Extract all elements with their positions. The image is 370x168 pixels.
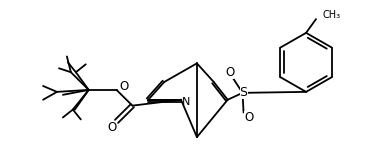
Text: O: O bbox=[244, 111, 253, 124]
Text: S: S bbox=[239, 86, 248, 99]
Text: O: O bbox=[107, 121, 116, 134]
Text: N: N bbox=[182, 97, 190, 107]
Text: O: O bbox=[120, 80, 129, 93]
Text: CH₃: CH₃ bbox=[323, 10, 341, 20]
Text: O: O bbox=[225, 66, 234, 79]
